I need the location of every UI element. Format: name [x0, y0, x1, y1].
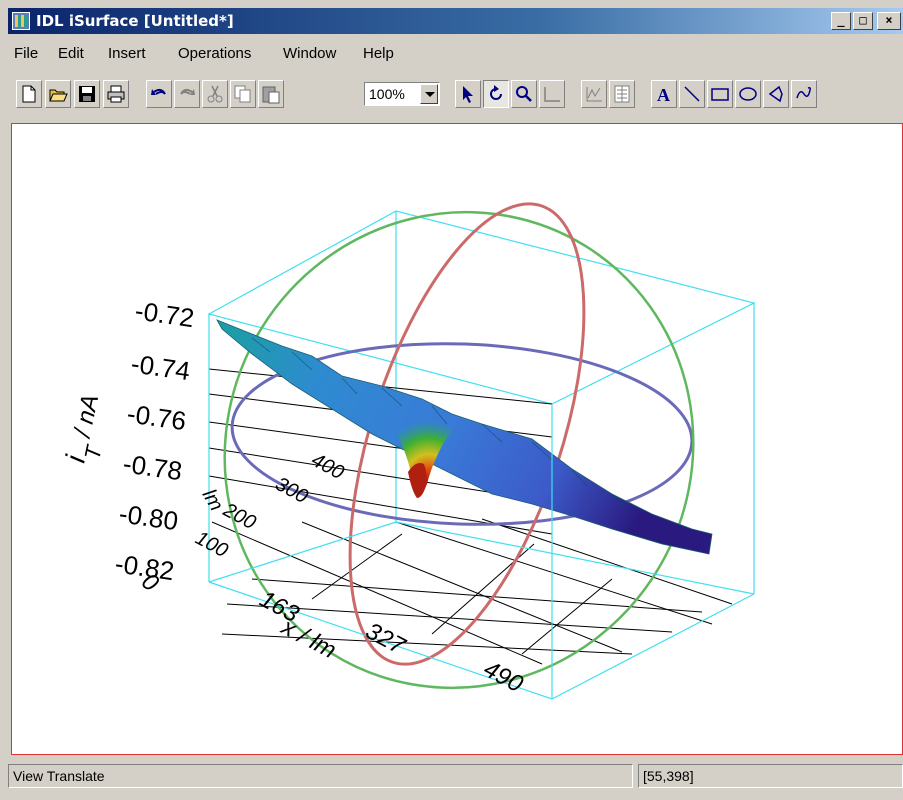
- text-annotation-icon: A: [657, 85, 670, 104]
- plot-canvas[interactable]: -0.72 -0.74 -0.76 -0.78 -0.80 -0.82 iT /…: [11, 123, 903, 755]
- menu-insert[interactable]: Insert: [108, 45, 146, 62]
- menu-help[interactable]: Help: [363, 45, 394, 62]
- print-button[interactable]: [103, 80, 129, 108]
- polygon-tool-button[interactable]: [763, 80, 789, 108]
- status-mode: View Translate: [8, 764, 633, 788]
- idl-app-icon: [12, 12, 30, 30]
- z-tick-label: -0.74: [129, 348, 192, 386]
- menu-file[interactable]: File: [14, 45, 39, 62]
- undo-button[interactable]: [146, 80, 172, 108]
- text-tool-button[interactable]: A: [651, 80, 677, 108]
- paste-button[interactable]: [258, 80, 284, 108]
- minimize-button[interactable]: _: [831, 12, 851, 30]
- window-title: IDL iSurface [Untitled*]: [36, 12, 234, 30]
- blue-rotation-ring: [230, 342, 694, 526]
- bounding-box-front: [208, 303, 755, 700]
- copy-button[interactable]: [230, 80, 256, 108]
- data-range-icon: [614, 85, 630, 103]
- menu-bar: File Edit Insert Operations Window Help: [8, 40, 903, 66]
- x-tick-label: 490: [479, 655, 528, 698]
- save-icon: [79, 86, 95, 102]
- green-rotation-ring: [223, 210, 695, 690]
- zoom-tool-button[interactable]: [511, 80, 537, 108]
- copy-icon: [234, 85, 251, 103]
- line-profile-button[interactable]: [539, 80, 565, 108]
- surface-mesh: [216, 319, 713, 555]
- chevron-down-icon[interactable]: [420, 84, 438, 104]
- line-profile-icon: [544, 87, 560, 102]
- new-file-icon: [22, 85, 36, 103]
- z-axis-title: iT / nA: [60, 391, 117, 468]
- rotate-icon: [490, 85, 502, 100]
- y-tick-label: 400: [308, 449, 348, 484]
- zoom-value: 100%: [369, 86, 405, 102]
- title-bar[interactable]: IDL iSurface [Untitled*] _ □ ×: [8, 8, 903, 34]
- select-arrow-icon: [463, 86, 473, 103]
- toolbar: 100% A: [8, 74, 903, 114]
- select-tool-button[interactable]: [455, 80, 481, 108]
- close-button[interactable]: ×: [877, 12, 901, 30]
- zoom-dropdown[interactable]: 100%: [364, 82, 440, 106]
- x-tick-label: 327: [361, 617, 410, 660]
- paste-icon: [262, 86, 280, 104]
- plot-profile-button[interactable]: [581, 80, 607, 108]
- z-axis-ticks: -0.72 -0.74 -0.76 -0.78 -0.80 -0.82: [113, 295, 196, 586]
- x-axis-title: x / lm: [276, 613, 340, 664]
- rectangle-icon: [711, 88, 729, 101]
- maximize-button[interactable]: □: [853, 12, 873, 30]
- freehand-tool-button[interactable]: [791, 80, 817, 108]
- save-button[interactable]: [74, 80, 100, 108]
- z-axis-unit: / nA: [68, 392, 105, 446]
- surface-dip: [390, 406, 467, 496]
- cut-button[interactable]: [202, 80, 228, 108]
- undo-icon: [151, 88, 166, 95]
- z-tick-label: -0.78: [121, 448, 184, 486]
- cut-icon: [207, 85, 223, 103]
- print-icon: [107, 85, 125, 103]
- rectangle-tool-button[interactable]: [707, 80, 733, 108]
- svg-text:A: A: [657, 85, 670, 104]
- open-folder-icon: [49, 89, 68, 102]
- svg-text:iT / nA: iT / nA: [60, 391, 117, 468]
- oval-icon: [739, 87, 757, 101]
- surface-dip-core: [408, 463, 427, 498]
- floor-grid: [211, 518, 733, 665]
- freehand-icon: [796, 87, 811, 99]
- plot-profile-icon: [586, 87, 602, 102]
- new-file-button[interactable]: [16, 80, 42, 108]
- zoom-magnifier-icon: [516, 86, 532, 102]
- line-annotation-icon: [684, 86, 700, 102]
- surface-plot[interactable]: -0.72 -0.74 -0.76 -0.78 -0.80 -0.82 iT /…: [12, 124, 902, 754]
- redo-icon: [180, 88, 195, 95]
- status-coordinates: [55,398]: [638, 764, 903, 788]
- polygon-icon: [768, 85, 783, 103]
- redo-button[interactable]: [174, 80, 200, 108]
- open-button[interactable]: [45, 80, 71, 108]
- y-tick-label: 300: [272, 473, 312, 508]
- x-axis-ticks: 0 163 327 490 x / lm: [136, 568, 528, 698]
- z-tick-label: -0.76: [125, 398, 188, 436]
- status-bar: View Translate [55,398]: [8, 762, 903, 790]
- y-tick-label: 100: [192, 527, 232, 562]
- z-tick-label: -0.72: [133, 295, 196, 333]
- menu-edit[interactable]: Edit: [58, 45, 84, 62]
- menu-operations[interactable]: Operations: [178, 45, 252, 62]
- line-tool-button[interactable]: [679, 80, 705, 108]
- z-tick-label: -0.80: [117, 498, 180, 536]
- menu-window[interactable]: Window: [283, 45, 337, 62]
- oval-tool-button[interactable]: [735, 80, 761, 108]
- rotate-tool-button[interactable]: [483, 80, 509, 108]
- data-range-button[interactable]: [609, 80, 635, 108]
